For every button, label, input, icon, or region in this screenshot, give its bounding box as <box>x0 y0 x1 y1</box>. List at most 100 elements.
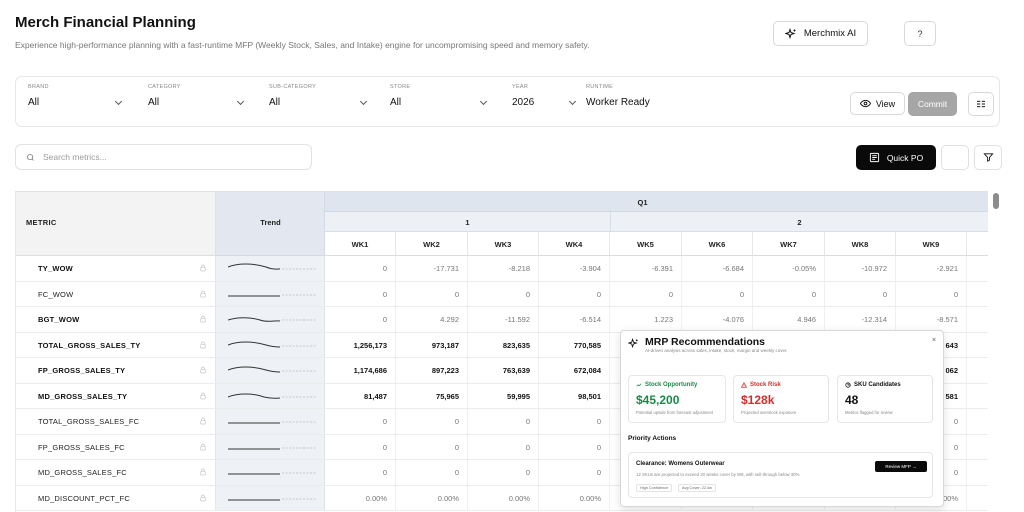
commit-button[interactable]: Commit <box>908 92 957 116</box>
week-column-header[interactable]: WK9 <box>896 232 967 256</box>
value-cell[interactable]: 770,585 <box>539 332 610 357</box>
lock-icon[interactable] <box>199 443 207 451</box>
value-cell[interactable]: 0 <box>825 281 896 306</box>
table-row[interactable]: FC_WOW 0 0 0 0 0 0 0 0 0 <box>16 281 988 307</box>
value-cell[interactable]: 643 <box>896 332 967 357</box>
value-cell[interactable]: 0 <box>896 281 967 306</box>
value-cell[interactable]: 59,995 <box>468 383 539 408</box>
week-column-header[interactable]: WK1 <box>325 232 396 256</box>
lock-icon[interactable] <box>199 494 207 502</box>
value-cell[interactable]: 0 <box>325 434 396 459</box>
lock-icon[interactable] <box>199 315 207 323</box>
value-cell[interactable]: 0 <box>539 460 610 485</box>
value-cell[interactable]: 4.292 <box>396 307 468 332</box>
week-column-header[interactable]: WK5 <box>610 232 682 256</box>
value-cell[interactable]: 0.00% <box>396 485 468 510</box>
value-cell[interactable]: 0 <box>896 460 967 485</box>
value-cell[interactable]: 1,174,686 <box>325 358 396 383</box>
value-cell[interactable]: 0 <box>396 460 468 485</box>
category-filter[interactable]: CATEGORY All <box>148 84 245 108</box>
value-cell[interactable]: 0 <box>325 307 396 332</box>
quick-po-button[interactable]: Quick PO <box>856 145 936 170</box>
table-row[interactable]: BGT_WOW 0 4.292 -11.592 -6.514 1.223 -4.076 4.9… <box>16 307 988 333</box>
lock-icon[interactable] <box>199 392 207 400</box>
stock-opportunity-card[interactable]: Stock Opportunity $45,200 Potential upsi… <box>628 375 726 423</box>
value-cell[interactable]: 98,501 <box>539 383 610 408</box>
table-row[interactable]: MD_GROSS_SALES_TY 81,487 75,965 59,995 98,50… <box>16 383 988 409</box>
value-cell[interactable]: 973,187 <box>396 332 468 357</box>
lock-icon[interactable] <box>199 366 207 374</box>
value-cell[interactable]: 0 <box>539 281 610 306</box>
value-cell[interactable]: 0 <box>468 434 539 459</box>
table-row[interactable]: TOTAL_GROSS_SALES_FC 0 0 0 0 0 <box>16 409 988 435</box>
value-cell[interactable]: -6.391 <box>610 256 682 281</box>
table-row[interactable]: TY_WOW 0 -17.731 -8.218 -3.904 -6.391 -6.684 -0… <box>16 256 988 282</box>
value-cell[interactable]: 0 <box>682 281 753 306</box>
value-cell[interactable]: 4.946 <box>753 307 825 332</box>
value-cell[interactable]: -6.514 <box>539 307 610 332</box>
value-cell[interactable]: -17.731 <box>396 256 468 281</box>
value-cell[interactable]: 81,487 <box>325 383 396 408</box>
value-cell[interactable]: 0.00% <box>468 485 539 510</box>
metric-column-header[interactable]: METRIC <box>16 192 216 256</box>
value-cell[interactable]: -2.921 <box>896 256 967 281</box>
value-cell[interactable]: 0 <box>468 409 539 434</box>
value-cell[interactable]: 0 <box>325 281 396 306</box>
value-cell[interactable]: 672,084 <box>539 358 610 383</box>
subcategory-filter[interactable]: SUB-CATEGORY All <box>269 84 368 108</box>
lock-icon[interactable] <box>199 264 207 272</box>
lock-icon[interactable] <box>199 417 207 425</box>
value-cell[interactable]: 0 <box>396 409 468 434</box>
lock-icon[interactable] <box>199 468 207 476</box>
value-cell[interactable]: -8.218 <box>468 256 539 281</box>
value-cell[interactable]: -4.076 <box>682 307 753 332</box>
value-cell[interactable]: 0 <box>539 409 610 434</box>
value-cell[interactable]: 0 <box>396 434 468 459</box>
week-column-header[interactable]: WK7 <box>753 232 825 256</box>
value-cell[interactable]: -11.592 <box>468 307 539 332</box>
table-row[interactable]: FP_GROSS_SALES_TY 1,174,686 897,223 763,639… <box>16 358 988 384</box>
table-row[interactable]: FP_GROSS_SALES_FC 0 0 0 0 0 <box>16 434 988 460</box>
vertical-scrollbar[interactable] <box>993 193 999 209</box>
week-column-header[interactable]: WK2 <box>396 232 468 256</box>
value-cell[interactable]: 0 <box>896 409 967 434</box>
value-cell[interactable]: 00% <box>896 485 967 510</box>
value-cell[interactable]: 0 <box>325 460 396 485</box>
filter-button[interactable] <box>974 145 1002 170</box>
search-input[interactable] <box>43 152 293 162</box>
value-cell[interactable]: 1,256,173 <box>325 332 396 357</box>
value-cell[interactable]: 0 <box>896 434 967 459</box>
toolbar-blank-button[interactable] <box>941 145 969 170</box>
value-cell[interactable]: 0 <box>325 256 396 281</box>
value-cell[interactable]: -3.904 <box>539 256 610 281</box>
close-icon[interactable]: × <box>932 337 937 344</box>
value-cell[interactable]: 75,965 <box>396 383 468 408</box>
value-cell[interactable]: 0.00% <box>325 485 396 510</box>
value-cell[interactable]: 0 <box>468 460 539 485</box>
value-cell[interactable]: -10.972 <box>825 256 896 281</box>
brand-filter[interactable]: BRAND All <box>28 84 123 108</box>
value-cell[interactable]: 0 <box>325 409 396 434</box>
week-column-header[interactable]: WK4 <box>539 232 610 256</box>
table-row[interactable]: MD_GROSS_SALES_FC 0 0 0 0 0 <box>16 460 988 486</box>
value-cell[interactable]: -6.684 <box>682 256 753 281</box>
value-cell[interactable]: 0 <box>610 281 682 306</box>
value-cell[interactable]: 0 <box>753 281 825 306</box>
table-row[interactable]: TOTAL_GROSS_SALES_TY 1,256,173 973,187 823,… <box>16 332 988 358</box>
value-cell[interactable]: 581 <box>896 383 967 408</box>
value-cell[interactable]: 062 <box>896 358 967 383</box>
week-column-header[interactable]: WK3 <box>468 232 539 256</box>
value-cell[interactable]: 823,635 <box>468 332 539 357</box>
value-cell[interactable]: -0.05% <box>753 256 825 281</box>
value-cell[interactable]: -12.314 <box>825 307 896 332</box>
year-filter[interactable]: YEAR 2026 <box>512 84 577 108</box>
week-column-header[interactable]: WK6 <box>682 232 753 256</box>
help-button[interactable]: ? <box>904 21 936 46</box>
value-cell[interactable]: -8.571 <box>896 307 967 332</box>
value-cell[interactable]: 0 <box>468 281 539 306</box>
value-cell[interactable]: 0.00% <box>539 485 610 510</box>
value-cell[interactable]: 1.223 <box>610 307 682 332</box>
trend-column-header[interactable]: Trend <box>216 192 325 256</box>
store-filter[interactable]: STORE All <box>390 84 488 108</box>
review-mfp-button[interactable]: Review MFP → <box>875 461 927 472</box>
